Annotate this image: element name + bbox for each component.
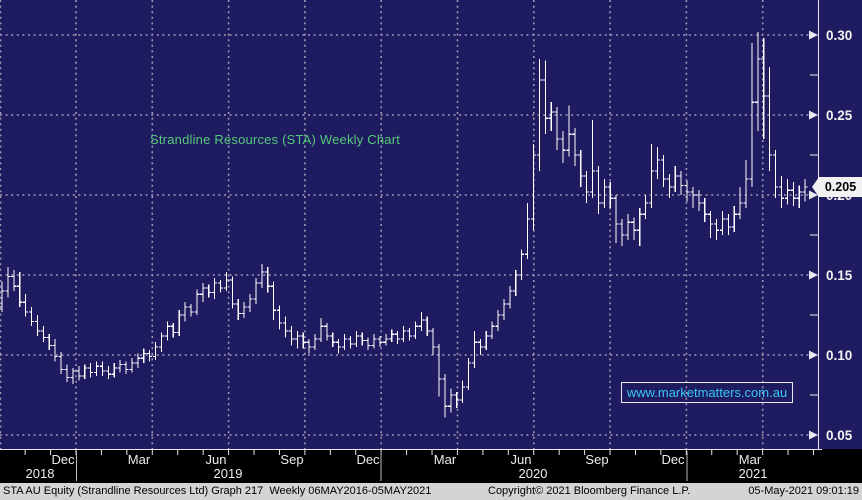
status-bar: STA AU Equity (Strandline Resources Ltd)…	[0, 483, 862, 500]
x-month-label: Mar	[434, 452, 457, 467]
x-month-label: Mar	[739, 452, 762, 467]
x-year-label: 2019	[214, 466, 243, 481]
x-year-label: 2018	[26, 466, 55, 481]
y-axis-ticks	[809, 30, 818, 440]
price-bars	[0, 31, 808, 418]
horizontal-gridlines	[0, 34, 818, 436]
marketmatters-link-text: www.marketmatters.com.au	[626, 385, 788, 400]
y-tick-arrow-icon	[809, 30, 818, 40]
timestamp: 05-May-2021 09:01:19	[748, 485, 859, 497]
y-tick-label: 0.25	[826, 108, 853, 123]
y-tick-arrow-icon	[809, 270, 818, 280]
y-tick-label: 0.30	[826, 28, 852, 43]
copyright-text: Copyright© 2021 Bloomberg Finance L.P.	[488, 485, 691, 497]
x-month-label: Dec	[51, 452, 75, 467]
x-month-label: Jun	[206, 452, 227, 467]
y-tick-arrow-icon	[809, 190, 818, 200]
x-month-label: Mar	[128, 452, 151, 467]
chart-title: Strandline Resources (STA) Weekly Chart	[150, 132, 401, 147]
marketmatters-link[interactable]: www.marketmatters.com.au	[621, 382, 793, 403]
x-month-label: Dec	[356, 452, 380, 467]
last-price-label: 0.205	[812, 177, 862, 197]
y-tick-arrow-icon	[809, 350, 818, 360]
last-price-value: 0.205	[824, 180, 857, 194]
x-month-label: Jun	[511, 452, 532, 467]
y-tick-arrow-icon	[809, 110, 818, 120]
year-separators	[76, 451, 688, 481]
x-month-label: Sep	[280, 452, 303, 467]
y-tick-label: 0.10	[826, 348, 852, 363]
x-year-label: 2020	[519, 466, 548, 481]
x-year-label: 2021	[739, 466, 768, 481]
chart-canvas[interactable]: 0.30 0.25 0.20 0.15 0.10 0.05 Dec Mar Ju…	[0, 0, 862, 483]
x-axis-month-labels: Dec Mar Jun Sep Dec Mar Jun Sep Dec Mar	[51, 452, 761, 467]
y-tick-label: 0.05	[826, 428, 853, 443]
x-month-label: Sep	[585, 452, 608, 467]
x-axis-year-labels: 2018 2019 2020 2021	[26, 466, 768, 481]
security-description: STA AU Equity (Strandline Resources Ltd)…	[3, 485, 432, 497]
y-tick-arrow-icon	[809, 430, 818, 440]
plot-background[interactable]	[0, 0, 862, 449]
x-axis-area	[0, 449, 862, 483]
x-month-label: Dec	[661, 452, 685, 467]
y-tick-label: 0.15	[826, 268, 853, 283]
x-axis-ticks	[24, 449, 814, 455]
